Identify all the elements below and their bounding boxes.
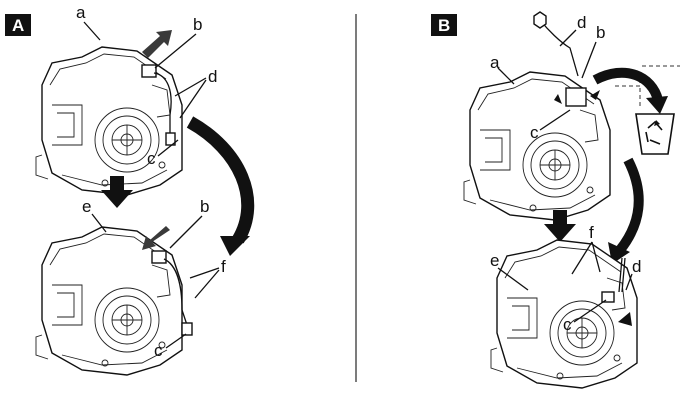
- unit-a-top: [35, 46, 183, 196]
- label-c-b-bottom: c: [563, 315, 572, 334]
- label-c-bottom: c: [154, 341, 163, 360]
- label-a: a: [76, 3, 86, 22]
- label-e: e: [82, 197, 91, 216]
- label-a-b: a: [490, 53, 500, 72]
- recycle-bin-icon: [635, 113, 675, 155]
- label-e-b: e: [490, 251, 499, 270]
- panel-a-label: A: [12, 16, 24, 35]
- label-c-top: c: [147, 149, 156, 168]
- label-d-a: d: [208, 67, 217, 86]
- unit-a-bottom: [35, 226, 193, 376]
- label-b-bottom: b: [200, 197, 209, 216]
- panel-a-badge: [5, 14, 31, 36]
- label-d-b-bottom: d: [632, 257, 641, 276]
- panel-b: B: [431, 11, 680, 389]
- panel-b-badge: [431, 14, 457, 36]
- label-b-b: b: [596, 23, 605, 42]
- unit-b-bottom: [490, 239, 638, 389]
- down-arrow-b: [544, 210, 576, 242]
- label-d-b-top: d: [577, 13, 586, 32]
- curved-arrow-a: [186, 116, 255, 244]
- panel-a: A a b d c e: [5, 3, 255, 376]
- curved-arrow-b: [616, 157, 644, 254]
- arrow-b-bottom: [142, 226, 170, 250]
- label-f-a: f: [221, 257, 226, 276]
- removed-cable: [539, 19, 579, 77]
- down-arrow-a: [101, 176, 133, 208]
- arrow-to-bin: [592, 67, 663, 102]
- panel-b-label: B: [438, 16, 450, 35]
- unit-b-top: [463, 71, 611, 221]
- label-b-top: b: [193, 15, 202, 34]
- arrow-b-top: [142, 30, 172, 58]
- label-f-b: f: [589, 223, 594, 242]
- label-c-b-top: c: [530, 123, 539, 142]
